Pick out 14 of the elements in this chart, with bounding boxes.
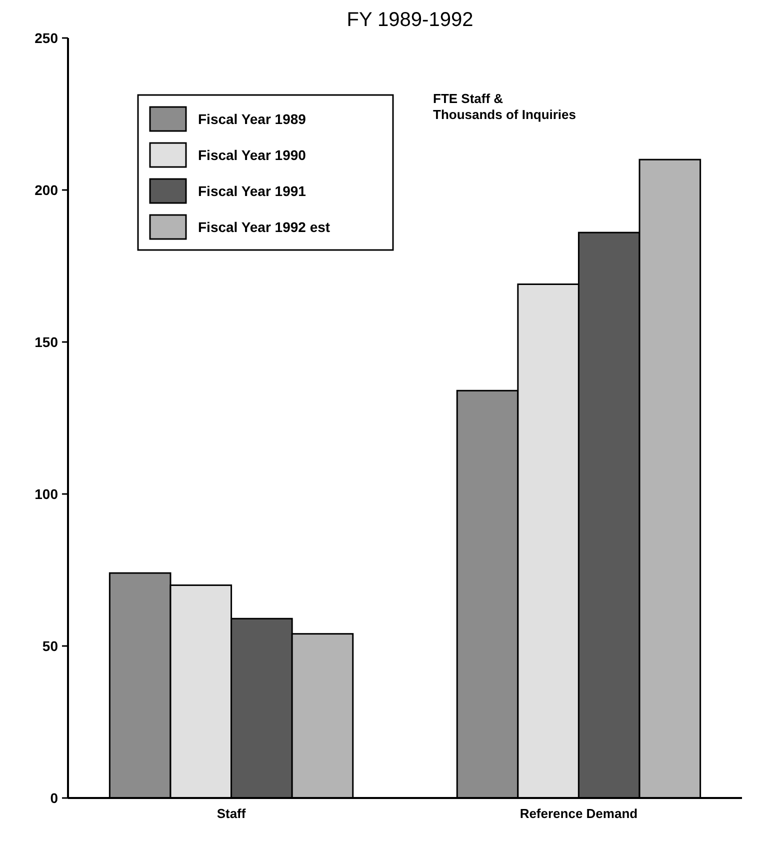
y-tick-label: 150	[34, 334, 58, 350]
legend-label: Fiscal Year 1991	[198, 182, 306, 199]
x-tick-label: Reference Demand	[520, 806, 638, 821]
legend-label: Fiscal Year 1990	[198, 146, 306, 163]
y-tick-label: 200	[34, 182, 58, 198]
chart-title: FY 1989-1992	[346, 9, 474, 31]
y-tick-label: 250	[34, 30, 58, 46]
annotation: FTE Staff & Thousands of Inquiries	[433, 91, 576, 122]
y-tick-label: 100	[34, 486, 58, 502]
legend-label: Fiscal Year 1992 est	[198, 218, 330, 235]
y-tick-label: 50	[42, 638, 58, 654]
x-tick-label: Staff	[216, 806, 246, 821]
legend-label: Fiscal Year 1989	[198, 110, 306, 127]
y-tick-label: 0	[50, 790, 58, 806]
